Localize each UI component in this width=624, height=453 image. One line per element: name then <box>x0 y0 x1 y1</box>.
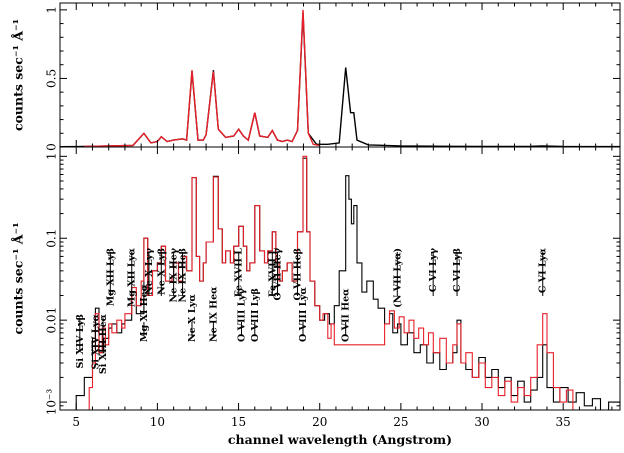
line-label-3: Mg XII Lyβ <box>105 248 116 306</box>
line-label-10: Ne X Lyα <box>187 293 198 342</box>
line-label-0: Si XIV Lyβ <box>75 314 86 368</box>
x-axis-title: channel wavelength (Angstrom) <box>228 432 452 447</box>
bottom-y-tick-label-0: 10⁻³ <box>45 389 59 416</box>
top-y-axis-title: counts sec⁻¹ Å⁻¹ <box>11 19 26 131</box>
x-tick-label-10: 10 <box>150 415 165 429</box>
line-label-2: Si XIII Heα <box>98 313 109 374</box>
bottom-panel-frame <box>59 146 621 411</box>
line-label-4: Mg XI Heα <box>139 283 150 342</box>
line-label-11: Ne IX Heα <box>208 286 219 342</box>
x-tick-label-35: 35 <box>556 415 571 429</box>
line-label-16: O VII Heγ <box>273 247 284 300</box>
x-tick-label-20: 20 <box>312 415 327 429</box>
line-label-5: Mg XII Lyα <box>127 247 138 307</box>
bottom-y-tick-label-3: 1 <box>45 153 59 161</box>
bottom-y-tick-label-2: 0.1 <box>45 229 59 248</box>
x-tick-label-5: 5 <box>72 415 80 429</box>
line-label-14: O VIII Lyβ <box>250 288 261 342</box>
top-panel-frame <box>59 2 621 148</box>
line-label-15: Fe XVII L <box>267 248 278 298</box>
bottom-series-1-line <box>84 155 574 410</box>
line-label-21: C VI Lyγ <box>428 247 439 292</box>
line-label-23: C VI Lyα <box>538 247 549 293</box>
line-label-17: O VII Heβ <box>292 248 303 300</box>
line-label-9: Ne IX Heβ <box>178 248 189 303</box>
bottom-y-tick-label-1: 0.01 <box>45 307 59 334</box>
line-label-20: (N VII Lyα) <box>392 248 403 308</box>
x-tick-label-30: 30 <box>474 415 489 429</box>
bottom-y-axis-title: counts sec⁻¹ Å⁻¹ <box>11 222 26 334</box>
line-label-8: Ne IX Heγ <box>169 247 180 302</box>
line-label-18: O VIII Lyα <box>298 287 309 342</box>
line-label-6: Ne X Lyγ <box>144 247 155 295</box>
x-tick-label-15: 15 <box>231 415 246 429</box>
top-y-tick-label-1: 0.5 <box>45 69 59 88</box>
line-label-13: O VIII Lyγ <box>236 288 247 342</box>
line-label-1: Si XIV Lyα <box>90 313 101 369</box>
line-label-19: O VII Heα <box>341 288 352 342</box>
line-label-22: C VI Lyβ <box>452 248 463 292</box>
top-series-1-line <box>84 9 320 147</box>
top-y-tick-label-2: 1 <box>45 6 59 14</box>
x-tick-label-25: 25 <box>393 415 408 429</box>
top-y-tick-label-0: 0 <box>45 143 59 151</box>
line-label-12: Fe XVII L <box>234 248 245 298</box>
top-series-0-line <box>60 12 620 147</box>
line-label-7: Ne X Lyβ <box>156 248 167 295</box>
